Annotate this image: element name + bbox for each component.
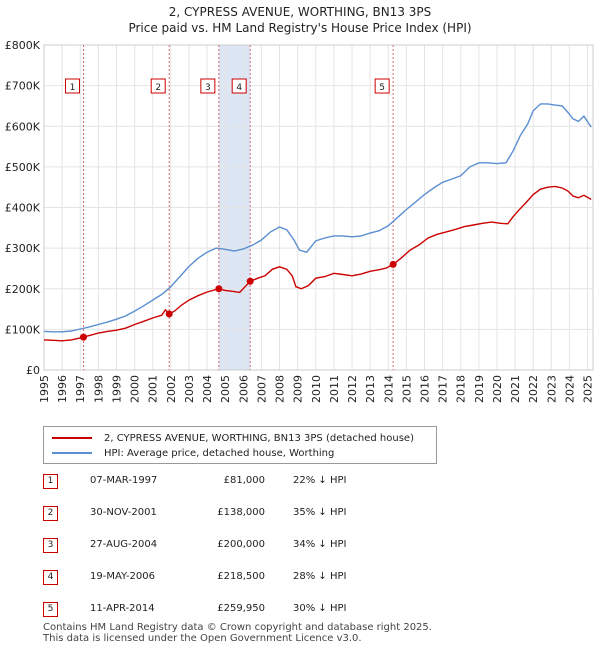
row-number-badge: 2 [43, 506, 58, 521]
title-line-2: Price paid vs. HM Land Registry's House … [128, 21, 472, 35]
plot-border [43, 44, 594, 371]
row-hpi-diff: 35% ↓ HPI [293, 507, 347, 518]
table-row: 3 27-AUG-2004 £200,000 34% ↓ HPI [43, 538, 443, 553]
table-row: 1 07-MAR-1997 £81,000 22% ↓ HPI [43, 474, 443, 489]
chart-title: 2, CYPRESS AVENUE, WORTHING, BN13 3PS Pr… [0, 4, 600, 36]
x-tick-label: 2016 [418, 375, 431, 403]
row-price: £259,950 [217, 603, 265, 614]
row-date: 30-NOV-2001 [90, 507, 157, 518]
x-tick-label: 2000 [129, 375, 142, 403]
sale-number-label: 2 [155, 83, 161, 93]
legend-item-hpi: HPI: Average price, detached house, Wort… [52, 446, 334, 460]
row-number-badge: 1 [43, 474, 58, 489]
row-hpi-diff: 28% ↓ HPI [293, 571, 347, 582]
row-price: £218,500 [217, 571, 265, 582]
footer-line-1: Contains HM Land Registry data © Crown c… [43, 622, 432, 633]
x-tick-label: 1996 [56, 375, 69, 403]
sale-number-box [64, 78, 80, 94]
sale-point [79, 333, 87, 341]
row-hpi-diff: 30% ↓ HPI [293, 603, 347, 614]
table-row: 5 11-APR-2014 £259,950 30% ↓ HPI [43, 602, 443, 617]
x-tick-label: 2014 [382, 375, 395, 403]
y-tick-label: £800K [5, 39, 41, 52]
row-number-badge: 3 [43, 538, 58, 553]
row-price: £138,000 [217, 507, 265, 518]
price-chart: £0 £100K £200K £300K £400K £500K £600K £700K £80… [5, 39, 595, 403]
x-tick-label: 2020 [491, 375, 504, 403]
x-tick-label: 2002 [165, 375, 178, 403]
x-tick-label: 2021 [509, 375, 522, 403]
table-row: 2 30-NOV-2001 £138,000 35% ↓ HPI [43, 506, 443, 521]
sale-number-label: 3 [205, 83, 211, 93]
sale-number-box [374, 78, 390, 94]
x-tick-label: 2017 [437, 375, 450, 403]
property-price-line [43, 185, 592, 342]
sale-number-box [231, 78, 247, 94]
x-tick-label: 2018 [455, 375, 468, 403]
x-tick-label: 2011 [328, 375, 341, 403]
sale-point [165, 310, 173, 318]
sale-number-label: 1 [70, 83, 76, 93]
sale-number-label: 4 [236, 83, 242, 93]
title-line-1: 2, CYPRESS AVENUE, WORTHING, BN13 3PS [168, 5, 432, 19]
sale-number-box [200, 78, 216, 94]
sale-number-label: 5 [379, 83, 385, 93]
y-tick-label: £0 [26, 364, 40, 377]
x-tick-label: 1998 [92, 375, 105, 403]
row-price: £81,000 [223, 475, 265, 486]
legend-swatch-property [52, 437, 92, 439]
footer-line-2: This data is licensed under the Open Gov… [43, 633, 362, 644]
x-tick-label: 2022 [527, 375, 540, 403]
footer-attribution: Contains HM Land Registry data © Crown c… [43, 622, 432, 644]
x-tick-label: 2023 [545, 375, 558, 403]
y-tick-label: £200K [5, 283, 41, 296]
y-tick-label: £700K [5, 80, 41, 93]
row-number-badge: 4 [43, 570, 58, 585]
x-tick-label: 2003 [183, 375, 196, 403]
legend-label-hpi: HPI: Average price, detached house, Wort… [104, 447, 335, 459]
row-price: £200,000 [217, 539, 265, 550]
sale-number-box [150, 78, 166, 94]
x-tick-label: 2006 [237, 375, 250, 403]
y-tick-label: £600K [5, 120, 41, 133]
x-tick-label: 2005 [219, 375, 232, 403]
table-row: 4 19-MAY-2006 £218,500 28% ↓ HPI [43, 570, 443, 585]
legend-item-property: 2, CYPRESS AVENUE, WORTHING, BN13 3PS (d… [52, 431, 414, 445]
y-tick-label: £300K [5, 242, 41, 255]
row-number-badge: 5 [43, 602, 58, 617]
x-tick-label: 2024 [563, 375, 576, 403]
sale-point [215, 285, 223, 293]
x-tick-label: 2001 [147, 375, 160, 403]
y-tick-label: £500K [5, 161, 41, 174]
legend-label-property: 2, CYPRESS AVENUE, WORTHING, BN13 3PS (d… [104, 432, 414, 444]
x-tick-label: 2015 [400, 375, 413, 403]
x-tick-label: 2013 [364, 375, 377, 403]
x-tick-label: 2009 [292, 375, 305, 403]
x-tick-label: 1995 [38, 375, 51, 403]
y-tick-label: £400K [5, 202, 41, 215]
x-tick-label: 2012 [346, 375, 359, 403]
x-tick-label: 2008 [274, 375, 287, 403]
row-hpi-diff: 22% ↓ HPI [293, 475, 347, 486]
legend-swatch-hpi [52, 452, 92, 454]
x-tick-label: 1997 [74, 375, 87, 403]
sale-point [389, 260, 397, 268]
y-tick-label: £100K [5, 323, 41, 336]
x-tick-label: 2010 [310, 375, 323, 403]
x-tick-label: 2004 [201, 375, 214, 403]
row-date: 07-MAR-1997 [90, 475, 158, 486]
x-tick-label: 2007 [255, 375, 268, 403]
sale-point [246, 277, 254, 285]
row-hpi-diff: 34% ↓ HPI [293, 539, 347, 550]
row-date: 11-APR-2014 [90, 603, 155, 614]
legend: 2, CYPRESS AVENUE, WORTHING, BN13 3PS (d… [43, 426, 437, 464]
x-tick-label: 2025 [582, 375, 595, 403]
x-tick-label: 2019 [473, 375, 486, 403]
row-date: 27-AUG-2004 [90, 539, 158, 550]
hpi-line [43, 103, 592, 333]
row-date: 19-MAY-2006 [90, 571, 156, 582]
x-tick-label: 1999 [110, 375, 123, 403]
